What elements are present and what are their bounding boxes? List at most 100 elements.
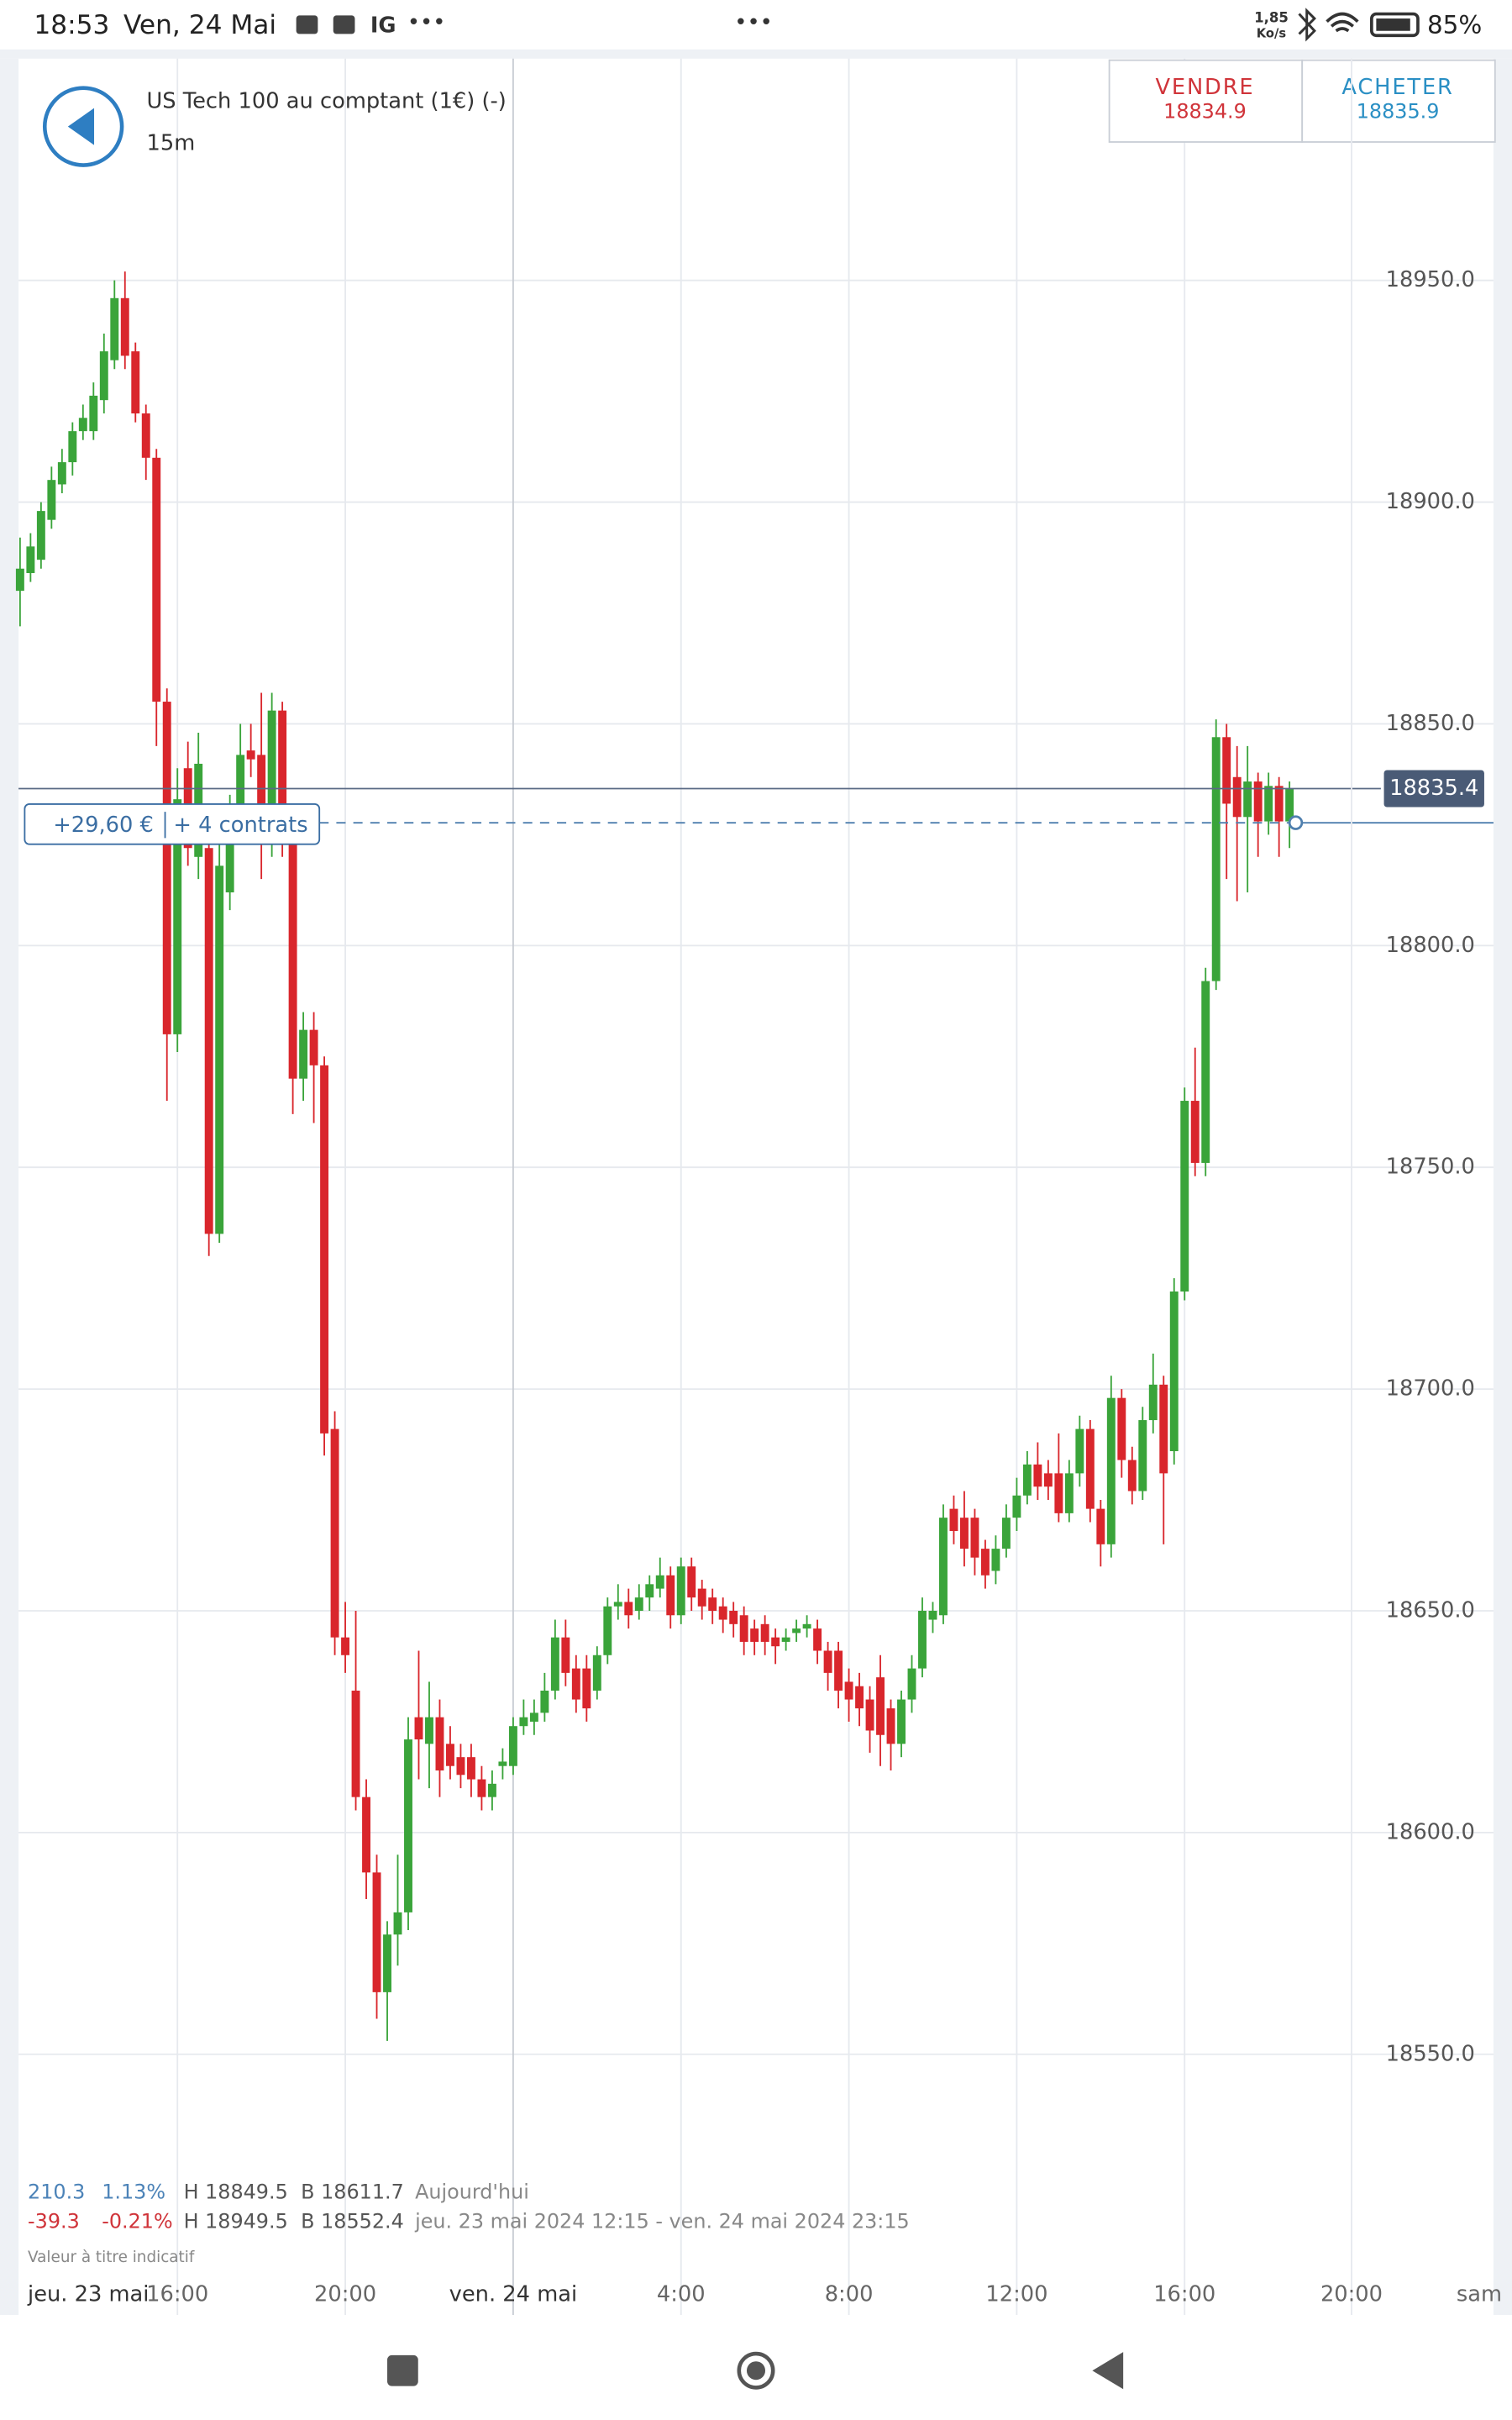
candle-body (980, 1549, 990, 1576)
candle-body (404, 1739, 412, 1912)
candle-body (970, 1518, 979, 1558)
candle-body (1022, 1464, 1032, 1496)
position-contracts: + 4 contrats (173, 813, 307, 838)
chart-area: 18550.0 18600.0 18650.0 18700.0 18750.0 18800… (15, 58, 1494, 2316)
range-pct: -0.21% (102, 2209, 172, 2233)
interval: 15m (146, 130, 195, 155)
status-time: 18:53 (34, 10, 109, 40)
sell-button[interactable] (1108, 59, 1304, 143)
candle-body (152, 457, 161, 702)
buy-label: ACHETER (1341, 75, 1453, 100)
candle-body (592, 1655, 601, 1691)
candle-body (687, 1566, 696, 1598)
candle-body (834, 1650, 843, 1691)
price-badge (1383, 770, 1484, 808)
candle-body (886, 1708, 895, 1744)
candle-body (823, 1650, 832, 1673)
candle-body (1106, 1397, 1116, 1544)
x-tick-label: 4:00 (657, 2282, 706, 2307)
candle-body (666, 1575, 675, 1616)
candle-body (897, 1699, 906, 1744)
candle-body (1253, 781, 1263, 822)
today-low: B 18611.7 (301, 2181, 404, 2204)
candle-body (1033, 1464, 1042, 1487)
candle-body (456, 1757, 465, 1776)
candle-body (571, 1668, 580, 1700)
candle-body (918, 1610, 927, 1669)
candle-body (760, 1623, 769, 1642)
candle-body (1159, 1384, 1168, 1474)
candle-body (550, 1637, 559, 1691)
candle-body (645, 1584, 654, 1598)
candle-body (204, 848, 213, 1234)
candle-body (1075, 1428, 1084, 1474)
candle-body (771, 1637, 780, 1647)
candle-body (1012, 1495, 1021, 1518)
x-date-label: jeu. 23 mai (27, 2282, 149, 2307)
x-tick-label: ven. 24 mai (449, 2282, 577, 2307)
candle-body (939, 1518, 948, 1616)
candle-body (907, 1668, 916, 1700)
candle-body (498, 1761, 507, 1766)
status-speed: 1,85 (1254, 10, 1289, 26)
candle-body (330, 1428, 339, 1638)
sell-label: VENDRE (1156, 75, 1255, 100)
position-badge[interactable] (24, 803, 321, 845)
candle-body (708, 1597, 717, 1611)
candle-body (676, 1566, 685, 1616)
candle-body (519, 1717, 528, 1727)
candle-body (57, 462, 66, 485)
price-label: 18835.4 (1389, 776, 1478, 801)
buy-price: 18835.9 (1357, 100, 1440, 124)
nav-recent[interactable] (387, 2354, 418, 2386)
candle-body (1127, 1460, 1137, 1491)
y-tick-label: 18600.0 (1386, 1819, 1475, 1844)
candle-body (236, 755, 245, 813)
candle-body (15, 568, 24, 592)
status-app: IG (370, 13, 396, 39)
nav-home[interactable] (737, 2351, 775, 2390)
candle-body (414, 1717, 423, 1740)
candle-body (78, 418, 87, 432)
candle-body (781, 1637, 790, 1642)
bluetooth-icon (1298, 8, 1316, 42)
y-tick-label: 18750.0 (1386, 1155, 1475, 1180)
candle-body (435, 1717, 444, 1770)
candle-body (477, 1779, 486, 1797)
candle-body (1211, 737, 1221, 981)
candle-body (26, 546, 35, 574)
candle-body (68, 431, 77, 463)
range-change: -39.3 (28, 2209, 80, 2233)
status-speed-unit: Ko/s (1257, 26, 1287, 40)
candle-body (582, 1668, 591, 1709)
buy-button[interactable] (1301, 59, 1496, 143)
left-margin (0, 58, 19, 2316)
candle-body (267, 710, 276, 844)
candle-body (362, 1797, 370, 1873)
y-tick-label: 18900.0 (1386, 489, 1475, 514)
candle-body (1201, 981, 1210, 1163)
candle-body (855, 1686, 864, 1709)
position-pnl: +29,60 € (53, 813, 154, 838)
candle-body (288, 813, 297, 1079)
nav-back[interactable] (1092, 2352, 1124, 2390)
today-pct: 1.13% (102, 2181, 165, 2204)
range-high: H 18949.5 (184, 2209, 288, 2233)
candle-body (425, 1717, 433, 1744)
status-more: ••• (407, 10, 445, 35)
candle-body (309, 1029, 318, 1065)
candle-body (561, 1637, 570, 1673)
candle-body (1001, 1518, 1011, 1549)
candle-body (508, 1726, 517, 1766)
position-marker (1288, 815, 1304, 830)
today-high: H 18849.5 (184, 2181, 288, 2204)
candle-body (1264, 786, 1273, 822)
candle-body (225, 813, 234, 893)
candle-body (99, 351, 108, 401)
candle-body (89, 395, 98, 432)
candle-body (603, 1606, 612, 1655)
instrument-name: US Tech 100 au comptant (1€) (-) (146, 89, 506, 114)
candle-body (928, 1610, 937, 1620)
candle-body (372, 1872, 381, 1992)
